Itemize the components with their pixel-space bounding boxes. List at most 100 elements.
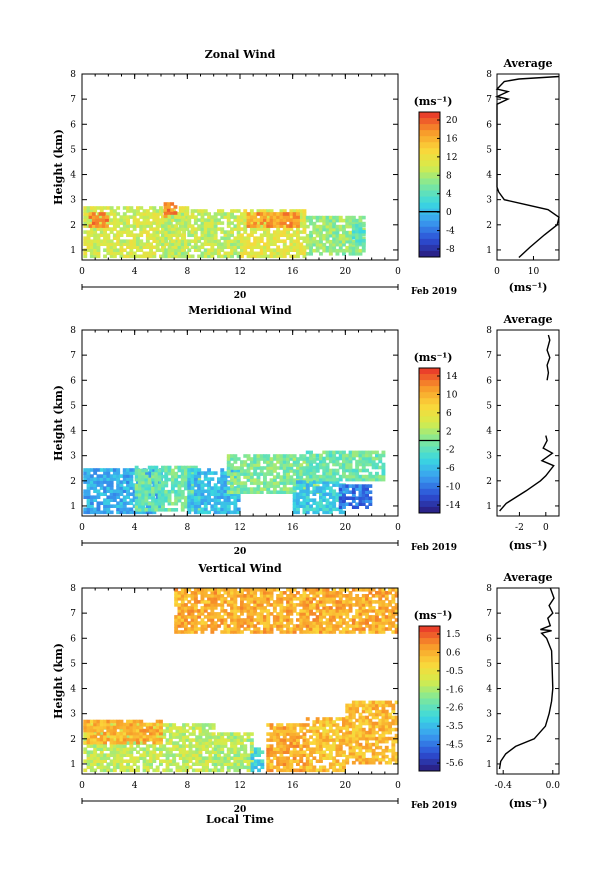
heatmap-cell bbox=[246, 612, 251, 616]
heatmap-cell bbox=[174, 483, 179, 488]
heatmap-cell bbox=[190, 224, 195, 228]
heatmap-cell bbox=[279, 756, 284, 760]
heatmap-cell bbox=[145, 744, 150, 748]
heatmap-cell bbox=[198, 768, 203, 773]
heatmap-cell bbox=[200, 251, 205, 256]
heatmap-cell bbox=[93, 747, 98, 751]
heatmap-cell bbox=[335, 750, 340, 754]
heatmap-cell bbox=[263, 588, 267, 592]
heatmap-cell bbox=[155, 719, 160, 724]
heatmap-cell bbox=[217, 756, 221, 760]
heatmap-cell bbox=[233, 248, 238, 252]
heatmap-cell bbox=[217, 477, 221, 481]
heatmap-cell bbox=[371, 474, 376, 479]
heatmap-cell bbox=[139, 239, 144, 243]
heatmap-cell bbox=[368, 730, 373, 735]
heatmap-cell bbox=[136, 728, 140, 733]
heatmap-cell bbox=[358, 226, 363, 231]
heatmap-cell bbox=[213, 594, 218, 598]
heatmap-cell bbox=[365, 499, 369, 503]
heatmap-cell bbox=[299, 221, 304, 225]
heatmap-cell bbox=[312, 507, 317, 512]
heatmap-cell bbox=[154, 474, 159, 479]
heatmap-cell bbox=[305, 465, 310, 470]
heatmap-cell bbox=[332, 462, 337, 467]
heatmap-cell bbox=[328, 627, 333, 631]
heatmap-cell bbox=[279, 759, 284, 763]
heatmap-cell bbox=[361, 232, 366, 237]
heatmap-cell bbox=[269, 254, 274, 259]
heatmap-cell bbox=[112, 236, 117, 240]
heatmap-cell bbox=[89, 762, 94, 766]
heatmap-cell bbox=[116, 221, 121, 225]
heatmap-cell bbox=[309, 477, 313, 482]
heatmap-cell bbox=[355, 238, 360, 243]
heatmap-cell bbox=[371, 721, 376, 726]
heatmap-cell bbox=[170, 254, 175, 259]
heatmap-cell bbox=[355, 733, 360, 738]
heatmap-cell bbox=[86, 498, 91, 502]
heatmap-cell bbox=[292, 609, 297, 613]
heatmap-cell bbox=[91, 215, 96, 219]
heatmap-cell bbox=[144, 498, 149, 503]
heatmap-cell bbox=[112, 474, 117, 478]
heatmap-cell bbox=[149, 227, 153, 231]
heatmap-cell bbox=[210, 615, 215, 619]
heatmap-cell bbox=[243, 460, 248, 464]
heatmap-cell bbox=[152, 221, 157, 225]
heatmap-cell bbox=[246, 251, 251, 256]
heatmap-cell bbox=[213, 753, 218, 757]
heatmap-cell bbox=[93, 477, 98, 481]
heatmap-cell bbox=[332, 489, 337, 493]
heatmap-cell bbox=[103, 227, 107, 231]
heatmap-cell bbox=[188, 759, 193, 763]
heatmap-cell bbox=[286, 597, 290, 601]
heatmap-cell bbox=[223, 744, 228, 748]
heatmap-cell bbox=[319, 236, 323, 241]
heatmap-cell bbox=[365, 505, 369, 509]
heatmap-cell bbox=[230, 732, 234, 736]
heatmap-cell bbox=[309, 450, 313, 455]
heatmap-cell bbox=[322, 248, 327, 253]
heatmap-cell bbox=[325, 729, 330, 733]
heatmap-cell bbox=[302, 504, 307, 508]
y-tick-label: 8 bbox=[70, 326, 76, 336]
heatmap-cell bbox=[342, 248, 346, 253]
heatmap-cell bbox=[149, 722, 153, 727]
heatmap-cell bbox=[325, 600, 330, 604]
colorbar-segment bbox=[419, 416, 440, 423]
heatmap-cell bbox=[305, 597, 310, 601]
heatmap-cell bbox=[338, 618, 343, 622]
heatmap-cell bbox=[103, 474, 107, 478]
heatmap-cell bbox=[335, 252, 340, 256]
heatmap-cell bbox=[217, 492, 221, 496]
heatmap-cell bbox=[103, 477, 107, 481]
heatmap-cell bbox=[119, 762, 124, 766]
heatmap-cell bbox=[315, 230, 320, 235]
heatmap-cell bbox=[388, 712, 392, 717]
y-axis-label: Height (km) bbox=[52, 129, 65, 205]
heatmap-cell bbox=[266, 627, 271, 631]
heatmap-cell bbox=[173, 211, 178, 215]
heatmap-cell bbox=[106, 498, 111, 502]
heatmap-cell bbox=[226, 738, 231, 742]
heatmap-cell bbox=[378, 736, 383, 741]
heatmap-cell bbox=[351, 739, 356, 744]
heatmap-cell bbox=[126, 762, 130, 766]
heatmap-cell bbox=[351, 736, 356, 741]
heatmap-cell bbox=[95, 218, 100, 222]
heatmap-cell bbox=[282, 472, 287, 476]
heatmap-cell bbox=[233, 504, 238, 508]
heatmap-cell bbox=[361, 745, 366, 750]
heatmap-cell bbox=[351, 700, 356, 705]
heatmap-cell bbox=[129, 759, 134, 763]
heatmap-cell bbox=[263, 460, 267, 464]
heatmap-cell bbox=[185, 738, 190, 742]
heatmap-cell bbox=[299, 236, 304, 240]
heatmap-cell bbox=[86, 218, 91, 222]
heatmap-cell bbox=[276, 218, 281, 222]
heatmap-cell bbox=[178, 227, 183, 231]
heatmap-cell bbox=[122, 474, 127, 478]
heatmap-cell bbox=[180, 612, 185, 616]
heatmap-cell bbox=[193, 218, 198, 222]
